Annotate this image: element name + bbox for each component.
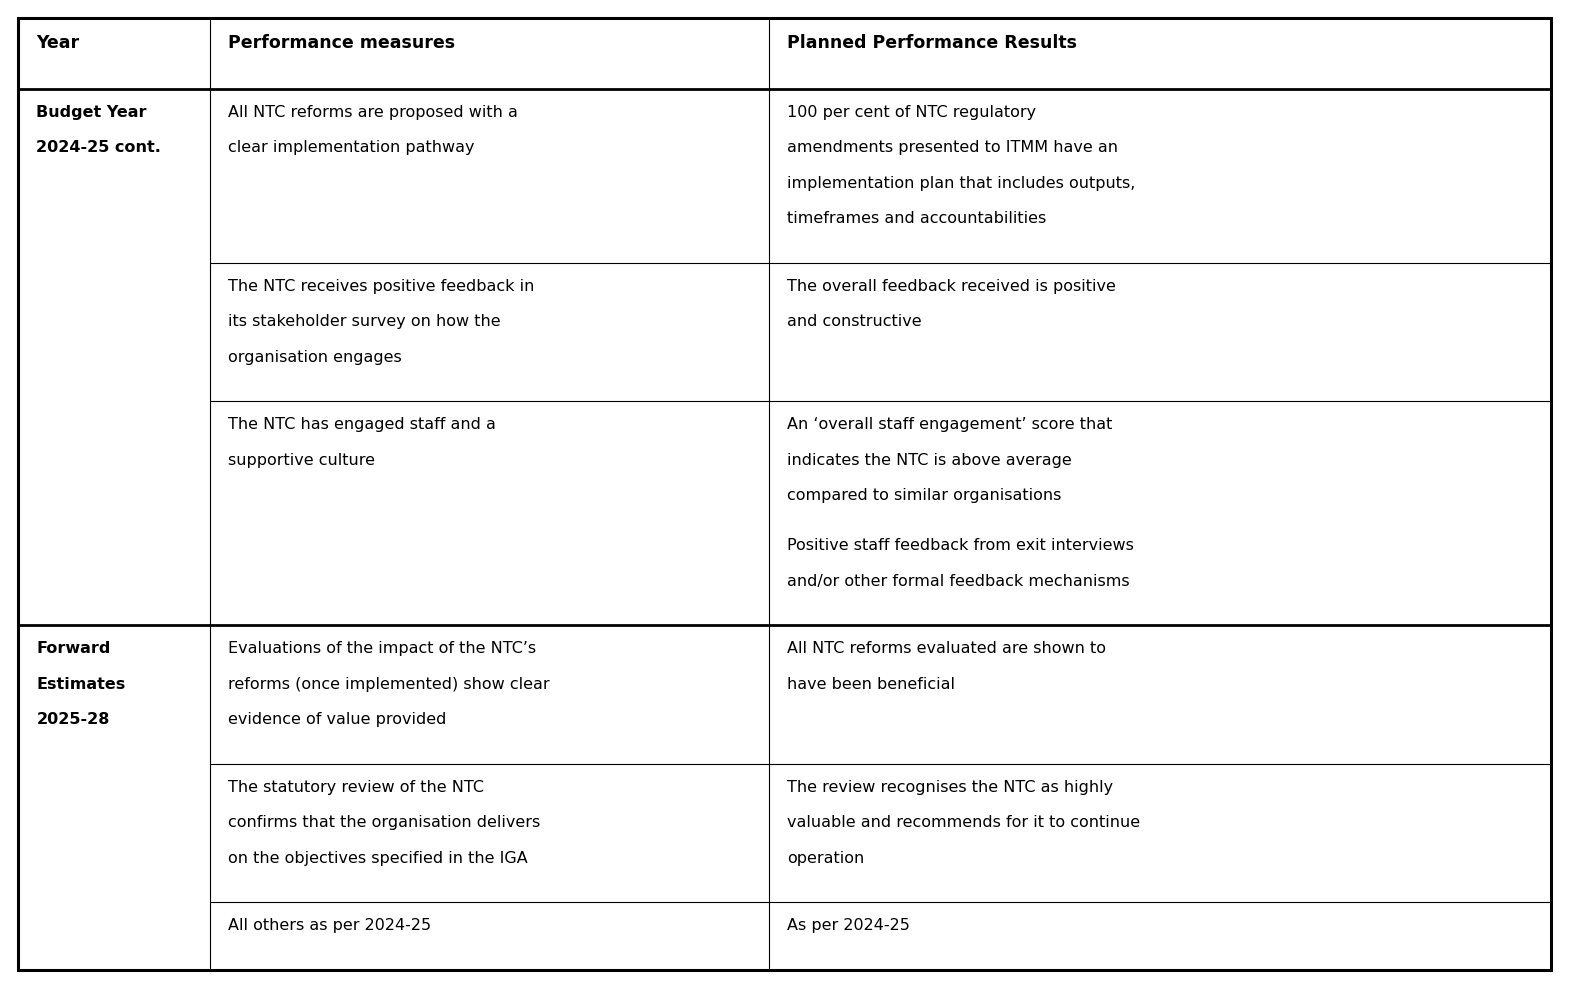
Text: compared to similar organisations: compared to similar organisations [788,488,1062,503]
Text: 100 per cent of NTC regulatory: 100 per cent of NTC regulatory [788,105,1037,120]
Text: implementation plan that includes outputs,: implementation plan that includes output… [788,176,1136,191]
Text: The review recognises the NTC as highly: The review recognises the NTC as highly [788,780,1114,795]
Text: Evaluations of the impact of the NTC’s: Evaluations of the impact of the NTC’s [228,641,537,656]
Bar [769,401,1552,625]
Text: The statutory review of the NTC: The statutory review of the NTC [228,780,483,795]
Bar [769,902,1552,970]
Bar [769,625,1552,764]
Bar [769,89,1552,263]
Text: reforms (once implemented) show clear: reforms (once implemented) show clear [228,677,549,692]
Text: Performance measures: Performance measures [228,34,455,52]
Text: indicates the NTC is above average: indicates the NTC is above average [788,453,1072,467]
Text: The NTC has engaged staff and a: The NTC has engaged staff and a [228,417,496,433]
Text: Forward: Forward [36,641,111,656]
Text: and constructive: and constructive [788,314,923,329]
Text: Positive staff feedback from exit interviews: Positive staff feedback from exit interv… [788,538,1134,553]
Bar [17,625,210,970]
Text: 2024-25 cont.: 2024-25 cont. [36,140,162,155]
Text: All NTC reforms evaluated are shown to: All NTC reforms evaluated are shown to [788,641,1106,656]
Text: All others as per 2024-25: All others as per 2024-25 [228,919,431,934]
Bar [210,263,769,401]
Text: on the objectives specified in the IGA: on the objectives specified in the IGA [228,851,527,865]
Text: organisation engages: organisation engages [228,350,402,365]
Text: timeframes and accountabilities: timeframes and accountabilities [788,211,1047,226]
Text: The NTC receives positive feedback in: The NTC receives positive feedback in [228,279,535,293]
Text: 2025-28: 2025-28 [36,712,110,727]
Bar [769,764,1552,902]
Text: Budget Year: Budget Year [36,105,147,120]
Text: evidence of value provided: evidence of value provided [228,712,446,727]
Bar [210,625,769,764]
Bar [17,89,210,625]
Text: and/or other formal feedback mechanisms: and/or other formal feedback mechanisms [788,574,1130,589]
Bar [210,902,769,970]
Text: operation: operation [788,851,865,865]
Text: amendments presented to ITMM have an: amendments presented to ITMM have an [788,140,1119,155]
Text: An ‘overall staff engagement’ score that: An ‘overall staff engagement’ score that [788,417,1112,433]
Text: clear implementation pathway: clear implementation pathway [228,140,474,155]
Text: confirms that the organisation delivers: confirms that the organisation delivers [228,815,540,831]
Bar [17,18,1552,89]
Text: As per 2024-25: As per 2024-25 [788,919,910,934]
Text: its stakeholder survey on how the: its stakeholder survey on how the [228,314,501,329]
Text: supportive culture: supportive culture [228,453,375,467]
Text: valuable and recommends for it to continue: valuable and recommends for it to contin… [788,815,1141,831]
Text: Estimates: Estimates [36,677,126,692]
Bar [210,89,769,263]
Bar [210,764,769,902]
Bar [769,263,1552,401]
Text: Planned Performance Results: Planned Performance Results [788,34,1078,52]
Bar [210,401,769,625]
Text: The overall feedback received is positive: The overall feedback received is positiv… [788,279,1117,293]
Text: All NTC reforms are proposed with a: All NTC reforms are proposed with a [228,105,518,120]
Text: Year: Year [36,34,80,52]
Text: have been beneficial: have been beneficial [788,677,956,692]
